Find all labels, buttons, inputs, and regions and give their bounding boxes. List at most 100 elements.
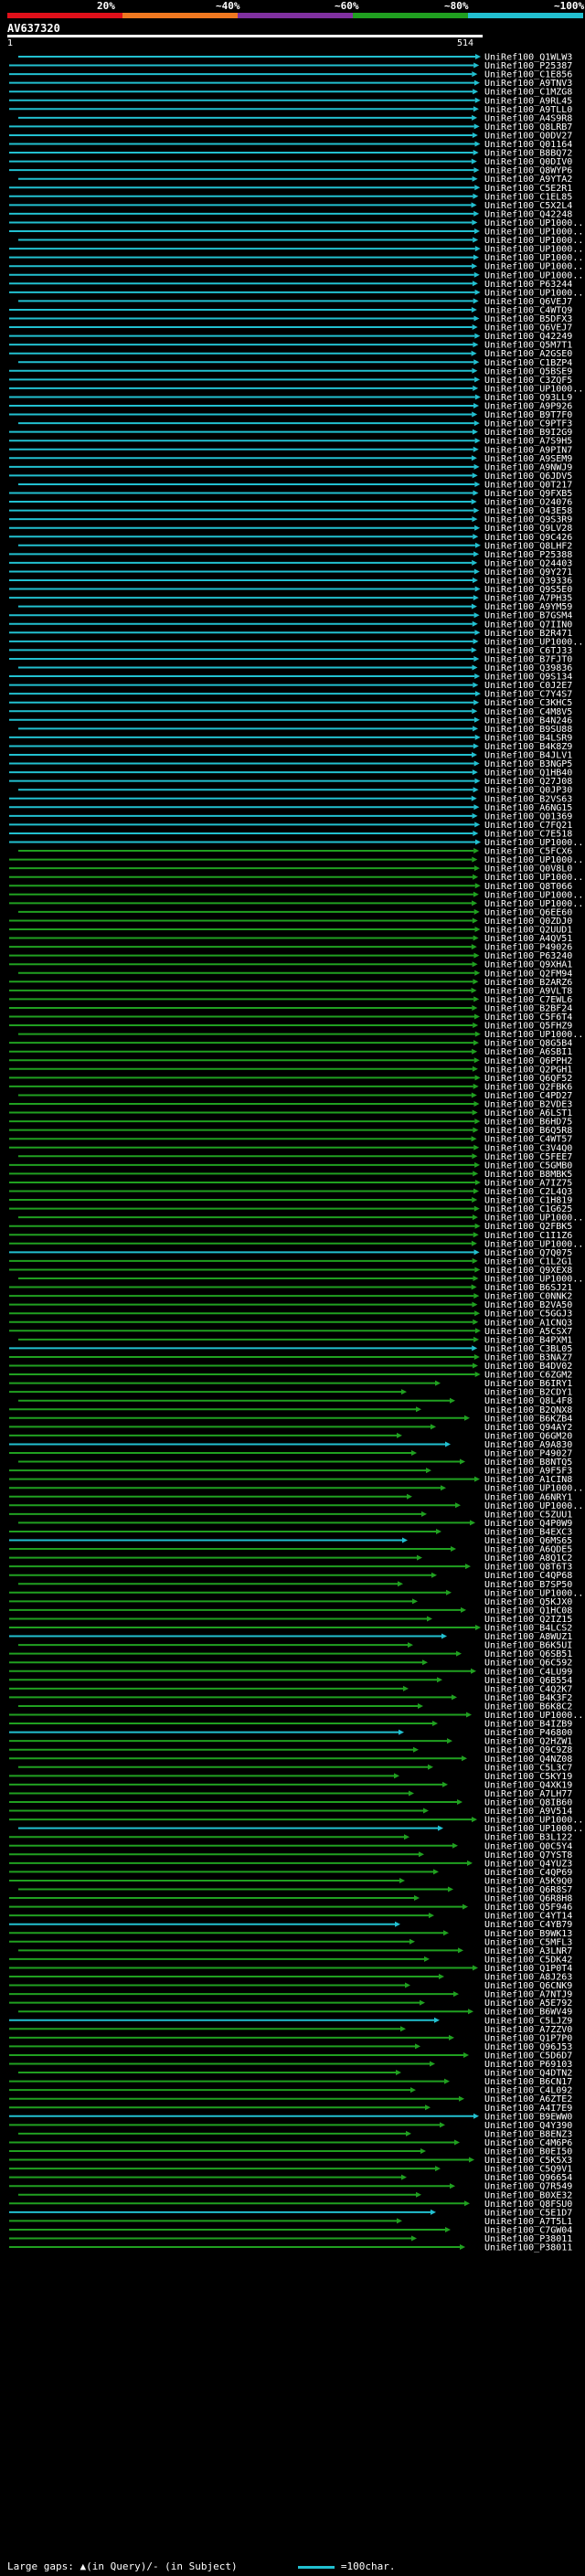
hit-label[interactable]: UniRef100_UP1000.. xyxy=(484,1275,583,1285)
hit-label[interactable]: UniRef100_Q24403 xyxy=(484,558,572,568)
hit-label[interactable]: UniRef100_B9T7F0 xyxy=(484,410,572,420)
hit-label[interactable]: UniRef100_C2L4Q3 xyxy=(484,1187,572,1197)
hit-label[interactable]: UniRef100_Q8IB60 xyxy=(484,1798,572,1808)
hit-label[interactable]: UniRef100_Q01164 xyxy=(484,140,572,150)
hit-label[interactable]: UniRef100_Q6PPH2 xyxy=(484,1056,572,1066)
hit-label[interactable]: UniRef100_Q8LHF2 xyxy=(484,541,572,551)
hit-label[interactable]: UniRef100_P38011 xyxy=(484,2234,572,2244)
hit-label[interactable]: UniRef100_P69103 xyxy=(484,2060,572,2070)
hit-label[interactable]: UniRef100_O43E58 xyxy=(484,506,572,516)
hit-label[interactable]: UniRef100_UP1000.. xyxy=(484,890,583,900)
hit-label[interactable]: UniRef100_UP1000.. xyxy=(484,873,583,883)
hit-label[interactable]: UniRef100_Q6VEJ7 xyxy=(484,297,572,307)
hit-label[interactable]: UniRef100_C5Q9V1 xyxy=(484,2165,572,2175)
hit-label[interactable]: UniRef100_UP1000.. xyxy=(484,1711,583,1721)
hit-label[interactable]: UniRef100_Q0JP30 xyxy=(484,786,572,796)
hit-label[interactable]: UniRef100_A9P926 xyxy=(484,402,572,412)
hit-label[interactable]: UniRef100_B6CN17 xyxy=(484,2077,572,2087)
hit-label[interactable]: UniRef100_C5L3C7 xyxy=(484,1763,572,1773)
hit-label[interactable]: UniRef100_B8BQ72 xyxy=(484,149,572,159)
hit-label[interactable]: UniRef100_O24076 xyxy=(484,498,572,508)
hit-label[interactable]: UniRef100_Q9C9Z8 xyxy=(484,1745,572,1755)
hit-label[interactable]: UniRef100_B2R471 xyxy=(484,629,572,639)
hit-label[interactable]: UniRef100_Q6GM20 xyxy=(484,1431,572,1441)
hit-label[interactable]: UniRef100_B2VDE3 xyxy=(484,1100,572,1110)
hit-label[interactable]: UniRef100_C1G625 xyxy=(484,1204,572,1214)
hit-label[interactable]: UniRef100_Q9XHA1 xyxy=(484,960,572,970)
hit-label[interactable]: UniRef100_A6QDE5 xyxy=(484,1545,572,1555)
hit-label[interactable]: UniRef100_C5DK42 xyxy=(484,1955,572,1965)
hit-label[interactable]: UniRef100_Q4P0W9 xyxy=(484,1519,572,1529)
hit-label[interactable]: UniRef100_UP1000.. xyxy=(484,1484,583,1494)
hit-label[interactable]: UniRef100_Q8T6T3 xyxy=(484,1563,572,1573)
hit-label[interactable]: UniRef100_A9RL45 xyxy=(484,96,572,106)
hit-label[interactable]: UniRef100_B2BF24 xyxy=(484,1003,572,1013)
hit-label[interactable]: UniRef100_C1H819 xyxy=(484,1196,572,1206)
hit-label[interactable]: UniRef100_UP1000.. xyxy=(484,384,583,394)
hit-label[interactable]: UniRef100_Q39836 xyxy=(484,663,572,673)
hit-label[interactable]: UniRef100_A9SEM9 xyxy=(484,454,572,464)
hit-label[interactable]: UniRef100_B2VS63 xyxy=(484,794,572,804)
hit-label[interactable]: UniRef100_Q4DTN2 xyxy=(484,2069,572,2079)
hit-label[interactable]: UniRef100_C1E856 xyxy=(484,70,572,80)
hit-label[interactable]: UniRef100_Q7R549 xyxy=(484,2182,572,2192)
hit-label[interactable]: UniRef100_P38011 xyxy=(484,2243,572,2253)
hit-label[interactable]: UniRef100_B7FJT0 xyxy=(484,654,572,664)
hit-label[interactable]: UniRef100_Q0V8L0 xyxy=(484,864,572,875)
hit-label[interactable]: UniRef100_A1CNQ3 xyxy=(484,1318,572,1328)
hit-label[interactable]: UniRef100_Q6C592 xyxy=(484,1659,572,1669)
hit-label[interactable]: UniRef100_B8ENZ3 xyxy=(484,2129,572,2139)
hit-label[interactable]: UniRef100_C3BL05 xyxy=(484,1344,572,1354)
hit-label[interactable]: UniRef100_UP1000.. xyxy=(484,236,583,246)
hit-label[interactable]: UniRef100_B6WV49 xyxy=(484,2008,572,2018)
hit-label[interactable]: UniRef100_Q39336 xyxy=(484,577,572,587)
hit-label[interactable]: UniRef100_Q6EE60 xyxy=(484,907,572,917)
hit-label[interactable]: UniRef100_C1I1Z6 xyxy=(484,1231,572,1241)
hit-label[interactable]: UniRef100_Q8WYP6 xyxy=(484,166,572,176)
hit-label[interactable]: UniRef100_Q2FBK5 xyxy=(484,1222,572,1232)
hit-label[interactable]: UniRef100_B7SP50 xyxy=(484,1580,572,1590)
hit-label[interactable]: UniRef100_A4QV51 xyxy=(484,934,572,944)
hit-label[interactable]: UniRef100_A8WUZ1 xyxy=(484,1632,572,1642)
hit-label[interactable]: UniRef100_Q9S3R9 xyxy=(484,515,572,525)
hit-label[interactable]: UniRef100_Q5FHZ9 xyxy=(484,1022,572,1032)
hit-label[interactable]: UniRef100_C5X2L4 xyxy=(484,201,572,211)
hit-label[interactable]: UniRef100_UP1000.. xyxy=(484,1824,583,1834)
hit-label[interactable]: UniRef100_A4S9R8 xyxy=(484,113,572,123)
hit-label[interactable]: UniRef100_B4N246 xyxy=(484,716,572,726)
hit-label[interactable]: UniRef100_B3NGP5 xyxy=(484,759,572,769)
hit-label[interactable]: UniRef100_C3ZQF5 xyxy=(484,376,572,386)
hit-label[interactable]: UniRef100_Q42248 xyxy=(484,209,572,219)
hit-label[interactable]: UniRef100_UP1000.. xyxy=(484,1214,583,1224)
hit-label[interactable]: UniRef100_Q01369 xyxy=(484,811,572,822)
hit-label[interactable]: UniRef100_Q8L4F8 xyxy=(484,1396,572,1406)
hit-label[interactable]: UniRef100_C4M6P6 xyxy=(484,2138,572,2148)
hit-label[interactable]: UniRef100_C5GMB0 xyxy=(484,1161,572,1171)
hit-label[interactable]: UniRef100_P49026 xyxy=(484,943,572,953)
hit-label[interactable]: UniRef100_C5MFL3 xyxy=(484,1937,572,1947)
hit-label[interactable]: UniRef100_Q1P7P0 xyxy=(484,2033,572,2043)
hit-label[interactable]: UniRef100_A1CIN8 xyxy=(484,1475,572,1485)
hit-label[interactable]: UniRef100_A7ZZV0 xyxy=(484,2025,572,2035)
hit-label[interactable]: UniRef100_Q8G5B4 xyxy=(484,1039,572,1049)
hit-label[interactable]: UniRef100_Q4YUZ3 xyxy=(484,1859,572,1869)
hit-label[interactable]: UniRef100_B3NAZ7 xyxy=(484,1352,572,1362)
hit-label[interactable]: UniRef100_B8MBK5 xyxy=(484,1170,572,1180)
hit-label[interactable]: UniRef100_B4LSR9 xyxy=(484,733,572,743)
hit-label[interactable]: UniRef100_C7Y4S7 xyxy=(484,690,572,700)
hit-label[interactable]: UniRef100_C5KY19 xyxy=(484,1772,572,1782)
hit-label[interactable]: UniRef100_C3V4Q0 xyxy=(484,1143,572,1153)
hit-label[interactable]: UniRef100_C6TJ33 xyxy=(484,646,572,656)
hit-label[interactable]: UniRef100_Q7Q075 xyxy=(484,1248,572,1258)
hit-label[interactable]: UniRef100_Q4XK19 xyxy=(484,1780,572,1790)
hit-label[interactable]: UniRef100_UP1000.. xyxy=(484,262,583,272)
hit-label[interactable]: UniRef100_B6SJ21 xyxy=(484,1283,572,1293)
hit-label[interactable]: UniRef100_Q4Y390 xyxy=(484,2121,572,2131)
hit-label[interactable]: UniRef100_B9EWW0 xyxy=(484,2112,572,2122)
hit-label[interactable]: UniRef100_C4QP69 xyxy=(484,1868,572,1878)
hit-label[interactable]: UniRef100_C5FCX6 xyxy=(484,847,572,857)
hit-label[interactable]: UniRef100_Q6R8H8 xyxy=(484,1894,572,1904)
hit-label[interactable]: UniRef100_B4JLV1 xyxy=(484,751,572,761)
hit-label[interactable]: UniRef100_A6NRY1 xyxy=(484,1492,572,1502)
hit-label[interactable]: UniRef100_C5E1D7 xyxy=(484,2208,572,2218)
